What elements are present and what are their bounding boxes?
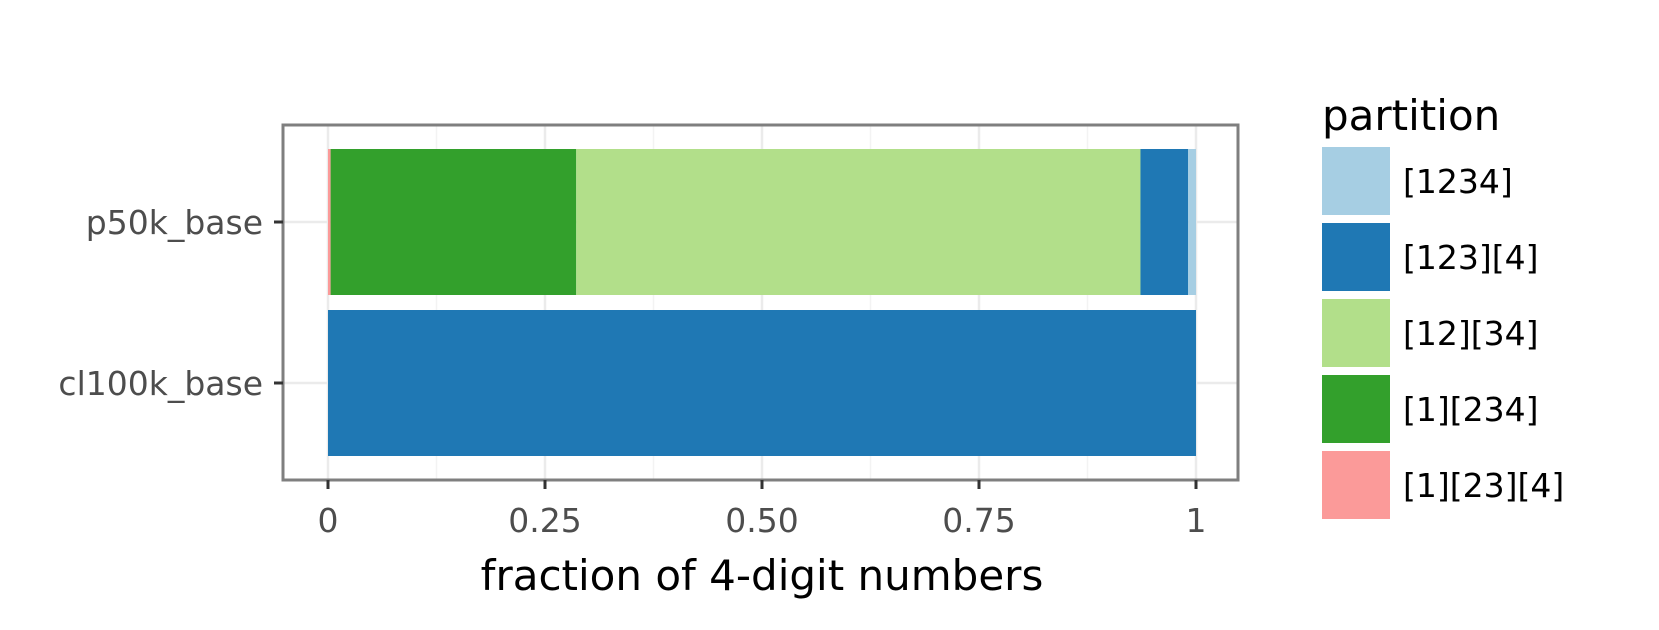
bar-segment — [330, 149, 577, 295]
bar-segment — [576, 149, 1141, 295]
legend: [1234] [123][4] [12][34] [1][234] [1][23][4] — [1322, 147, 1564, 519]
x-tick-label: 0.50 — [725, 501, 798, 540]
legend-label: [1][23][4] — [1403, 466, 1564, 505]
legend-swatch — [1322, 223, 1390, 291]
x-tick-label: 0.25 — [508, 501, 581, 540]
legend-label: [123][4] — [1403, 238, 1538, 277]
legend-label: [1][234] — [1403, 390, 1538, 429]
bar-segment — [1188, 149, 1196, 295]
legend-swatch — [1322, 147, 1390, 215]
legend-swatch — [1322, 451, 1390, 519]
x-axis-title: fraction of 4-digit numbers — [481, 551, 1044, 600]
bar-segment — [328, 310, 1196, 456]
bar-segment — [1140, 149, 1189, 295]
bar-segment — [328, 149, 331, 295]
legend-label: [12][34] — [1403, 314, 1538, 353]
axes-group: 0 0.25 0.50 0.75 1 p50k_base cl100k_base — [58, 203, 1206, 540]
x-tick-label: 1 — [1186, 501, 1207, 540]
legend-swatch — [1322, 299, 1390, 367]
legend-swatch — [1322, 375, 1390, 443]
y-tick-label: p50k_base — [86, 203, 263, 242]
x-tick-label: 0 — [318, 501, 339, 540]
bars-group — [328, 149, 1196, 456]
x-tick-label: 0.75 — [942, 501, 1015, 540]
legend-title: partition — [1322, 91, 1500, 140]
y-tick-label: cl100k_base — [58, 364, 263, 403]
legend-label: [1234] — [1403, 162, 1513, 201]
